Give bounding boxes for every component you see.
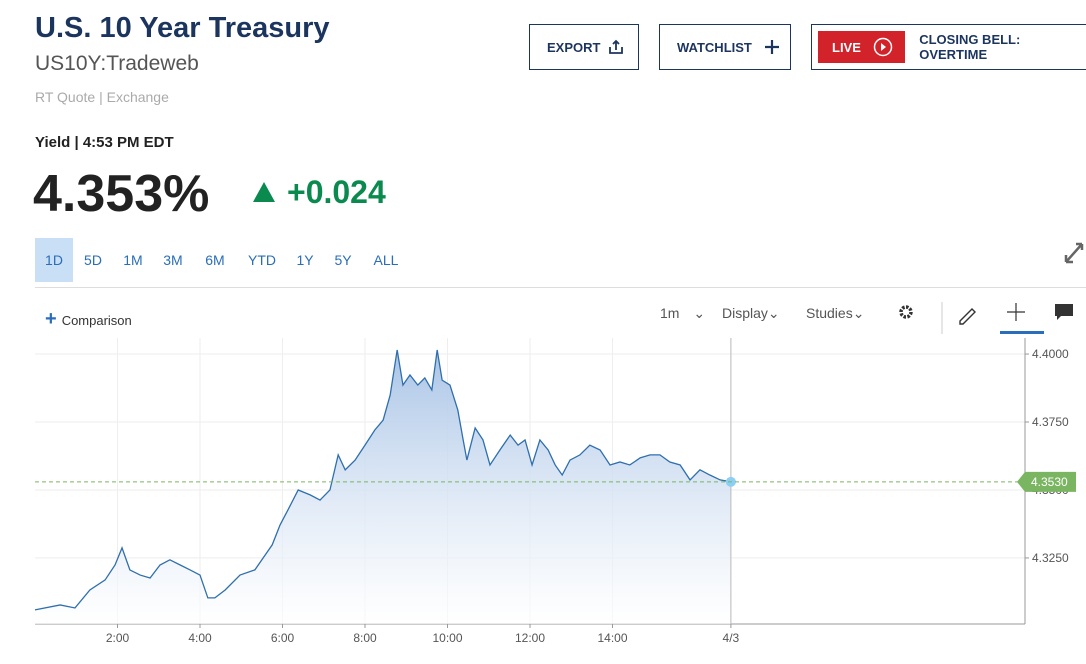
toolbar-icons <box>899 302 1073 334</box>
comparison-label: Comparison <box>61 313 132 328</box>
area-fill <box>35 349 731 624</box>
play-icon <box>873 37 893 57</box>
live-button[interactable]: LIVE CLOSING BELL: OVERTIME <box>811 24 1086 70</box>
range-tab[interactable]: 5D <box>84 252 102 268</box>
watchlist-button[interactable]: WATCHLIST <box>659 24 791 70</box>
x-tick-label: 10:00 <box>432 631 462 645</box>
x-tick-label: 8:00 <box>353 631 377 645</box>
settings-icon[interactable] <box>899 305 913 319</box>
range-tab[interactable]: ALL <box>373 252 399 268</box>
reference-tag <box>1017 471 1076 492</box>
price-line <box>34 349 732 611</box>
up-arrow <box>253 182 275 202</box>
range-tab[interactable]: 5Y <box>334 252 352 268</box>
title: U.S. 10 Year Treasury <box>35 12 330 44</box>
range-tab[interactable]: 6M <box>205 252 225 268</box>
export-button[interactable]: EXPORT <box>529 24 639 70</box>
chart: 2:00 4:00 6:00 8:00 10:00 12:00 14:00 4/3 4.3250… <box>34 338 1076 645</box>
range-tab[interactable]: 1D <box>35 238 73 282</box>
x-tick-label: 2:00 <box>106 631 130 645</box>
x-tick-label: 4:00 <box>188 631 212 645</box>
range-tab[interactable]: 3M <box>163 252 183 268</box>
symbol: US10Y:Tradeweb <box>35 52 199 75</box>
range-tab[interactable]: 1M <box>123 252 143 268</box>
range-tab[interactable]: YTD <box>248 252 276 268</box>
live-badge: LIVE <box>818 31 906 63</box>
crosshair-active <box>1000 331 1044 334</box>
change: +0.024 <box>287 174 386 210</box>
x-tick-label: 4/3 <box>723 631 740 645</box>
studies-menu[interactable]: Studies⌄ <box>806 305 865 321</box>
interval-label: 1m <box>660 305 680 321</box>
export-icon <box>609 39 624 54</box>
divider <box>35 287 1086 288</box>
display-menu[interactable]: Display⌄ <box>722 305 780 321</box>
draw-icon[interactable] <box>959 308 976 325</box>
x-tick-label: 6:00 <box>271 631 295 645</box>
expand-icon[interactable] <box>1062 238 1086 266</box>
y-tick-label: 4.3250 <box>1032 551 1069 565</box>
crosshair-icon[interactable] <box>1007 303 1025 321</box>
comment-icon[interactable] <box>1055 304 1073 320</box>
live-show: CLOSING BELL: OVERTIME <box>919 32 1021 62</box>
interval-menu[interactable]: 1m ⌄ <box>660 305 706 321</box>
y-tick-label: 4.4000 <box>1032 347 1069 361</box>
live-label: LIVE <box>832 39 861 55</box>
reference-label: 4.3530 <box>1031 475 1068 489</box>
studies-label: Studies <box>806 305 853 321</box>
plus-icon <box>764 40 779 54</box>
y-tick-label: 4.3750 <box>1032 415 1069 429</box>
export-label: EXPORT <box>547 39 601 55</box>
x-tick-label: 12:00 <box>515 631 545 645</box>
price: 4.353% <box>33 165 210 223</box>
x-tick-label: 14:00 <box>597 631 627 645</box>
range-tab[interactable]: 1Y <box>296 252 314 268</box>
quote-label: Yield | 4:53 PM EDT <box>35 134 174 151</box>
watchlist-label: WATCHLIST <box>677 39 752 55</box>
display-label: Display <box>722 305 768 321</box>
quote-source: RT Quote | Exchange <box>35 89 169 105</box>
comparison-button[interactable]: + Comparison <box>45 308 132 330</box>
